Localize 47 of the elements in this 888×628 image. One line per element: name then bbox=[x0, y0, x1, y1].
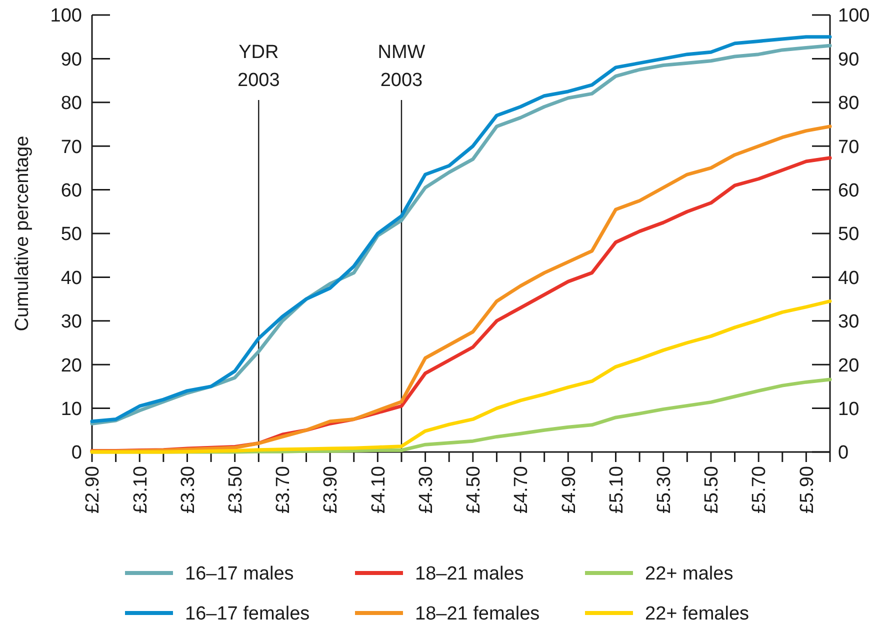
x-tick-label: £5.90 bbox=[796, 466, 818, 514]
x-tick-label: £5.30 bbox=[654, 466, 676, 514]
y-tick-label: 20 bbox=[60, 355, 82, 376]
y2-tick-label: 20 bbox=[838, 355, 860, 376]
x-tick-label: £2.90 bbox=[82, 466, 104, 514]
x-tick-label: £3.50 bbox=[225, 466, 246, 514]
y-tick-label: 60 bbox=[60, 180, 82, 202]
x-tick-label: £3.70 bbox=[273, 466, 294, 514]
x-tick-label: £4.90 bbox=[558, 466, 580, 514]
x-tick-label: £4.10 bbox=[368, 466, 390, 514]
x-tick-label: £4.70 bbox=[511, 466, 532, 514]
y-tick-label: 0 bbox=[71, 442, 82, 464]
y-axis-title: Cumulative percentage bbox=[12, 136, 33, 332]
legend-label: 18–21 females bbox=[415, 604, 540, 625]
y2-tick-label: 30 bbox=[838, 312, 860, 333]
legend-label: 22+ females bbox=[645, 604, 750, 625]
y2-tick-label: 70 bbox=[838, 136, 860, 158]
y-tick-label: 70 bbox=[60, 136, 82, 158]
y-tick-label: 40 bbox=[60, 268, 82, 289]
y-tick-label: 50 bbox=[60, 224, 82, 246]
x-tick-label: £4.50 bbox=[464, 466, 485, 514]
y-tick-label: 100 bbox=[50, 6, 82, 27]
y2-tick-label: 100 bbox=[838, 6, 870, 27]
x-tick-label: £5.10 bbox=[606, 466, 628, 514]
y2-tick-label: 10 bbox=[838, 398, 860, 420]
legend-label: 22+ males bbox=[645, 564, 734, 585]
legend-label: 18–21 males bbox=[415, 564, 524, 585]
ref-line-label: YDR 2003 bbox=[238, 42, 280, 91]
x-tick-label: £3.90 bbox=[320, 466, 342, 514]
y-tick-label: 10 bbox=[60, 398, 82, 420]
y2-tick-label: 50 bbox=[838, 224, 860, 246]
x-tick-label: £5.50 bbox=[702, 466, 723, 514]
y-tick-label: 90 bbox=[60, 49, 82, 70]
y2-tick-label: 60 bbox=[838, 180, 860, 202]
y2-tick-label: 80 bbox=[838, 93, 860, 114]
legend-label: 16–17 males bbox=[185, 564, 294, 585]
y2-tick-label: 0 bbox=[838, 442, 849, 464]
y-tick-label: 30 bbox=[60, 312, 82, 333]
x-tick-label: £4.30 bbox=[416, 466, 437, 514]
x-tick-label: £3.30 bbox=[178, 466, 199, 514]
x-tick-label: £5.70 bbox=[749, 466, 770, 514]
y2-tick-label: 40 bbox=[838, 268, 860, 289]
legend-label: 16–17 females bbox=[185, 604, 310, 625]
y-tick-label: 80 bbox=[60, 93, 82, 114]
x-tick-label: £3.10 bbox=[130, 466, 152, 514]
ref-line-label: NMW 2003 bbox=[378, 42, 426, 91]
y2-tick-label: 90 bbox=[838, 49, 860, 70]
